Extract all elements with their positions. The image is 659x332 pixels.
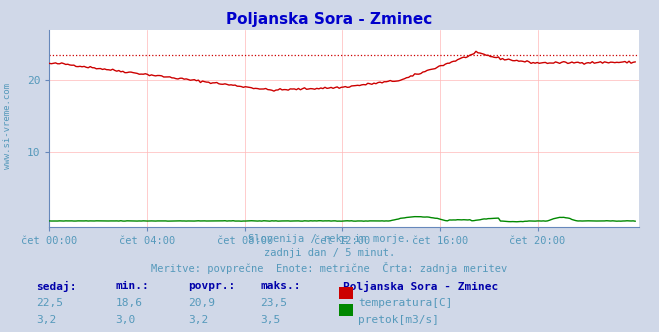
Text: 3,0: 3,0 <box>115 315 136 325</box>
Text: Poljanska Sora - Zminec: Poljanska Sora - Zminec <box>227 12 432 27</box>
Text: Meritve: povprečne  Enote: metrične  Črta: zadnja meritev: Meritve: povprečne Enote: metrične Črta:… <box>152 262 507 274</box>
Text: 20,9: 20,9 <box>188 298 215 308</box>
Text: 3,2: 3,2 <box>36 315 57 325</box>
Text: Poljanska Sora - Zminec: Poljanska Sora - Zminec <box>343 281 498 291</box>
Text: 23,5: 23,5 <box>260 298 287 308</box>
Text: sedaj:: sedaj: <box>36 281 76 291</box>
Text: povpr.:: povpr.: <box>188 281 235 290</box>
Text: www.si-vreme.com: www.si-vreme.com <box>3 83 13 169</box>
Text: 18,6: 18,6 <box>115 298 142 308</box>
Text: pretok[m3/s]: pretok[m3/s] <box>358 315 439 325</box>
Text: Slovenija / reke in morje.: Slovenija / reke in morje. <box>248 234 411 244</box>
Text: 3,2: 3,2 <box>188 315 208 325</box>
Text: min.:: min.: <box>115 281 149 290</box>
Text: 22,5: 22,5 <box>36 298 63 308</box>
Text: 3,5: 3,5 <box>260 315 281 325</box>
Text: temperatura[C]: temperatura[C] <box>358 298 452 308</box>
Text: maks.:: maks.: <box>260 281 301 290</box>
Text: zadnji dan / 5 minut.: zadnji dan / 5 minut. <box>264 248 395 258</box>
